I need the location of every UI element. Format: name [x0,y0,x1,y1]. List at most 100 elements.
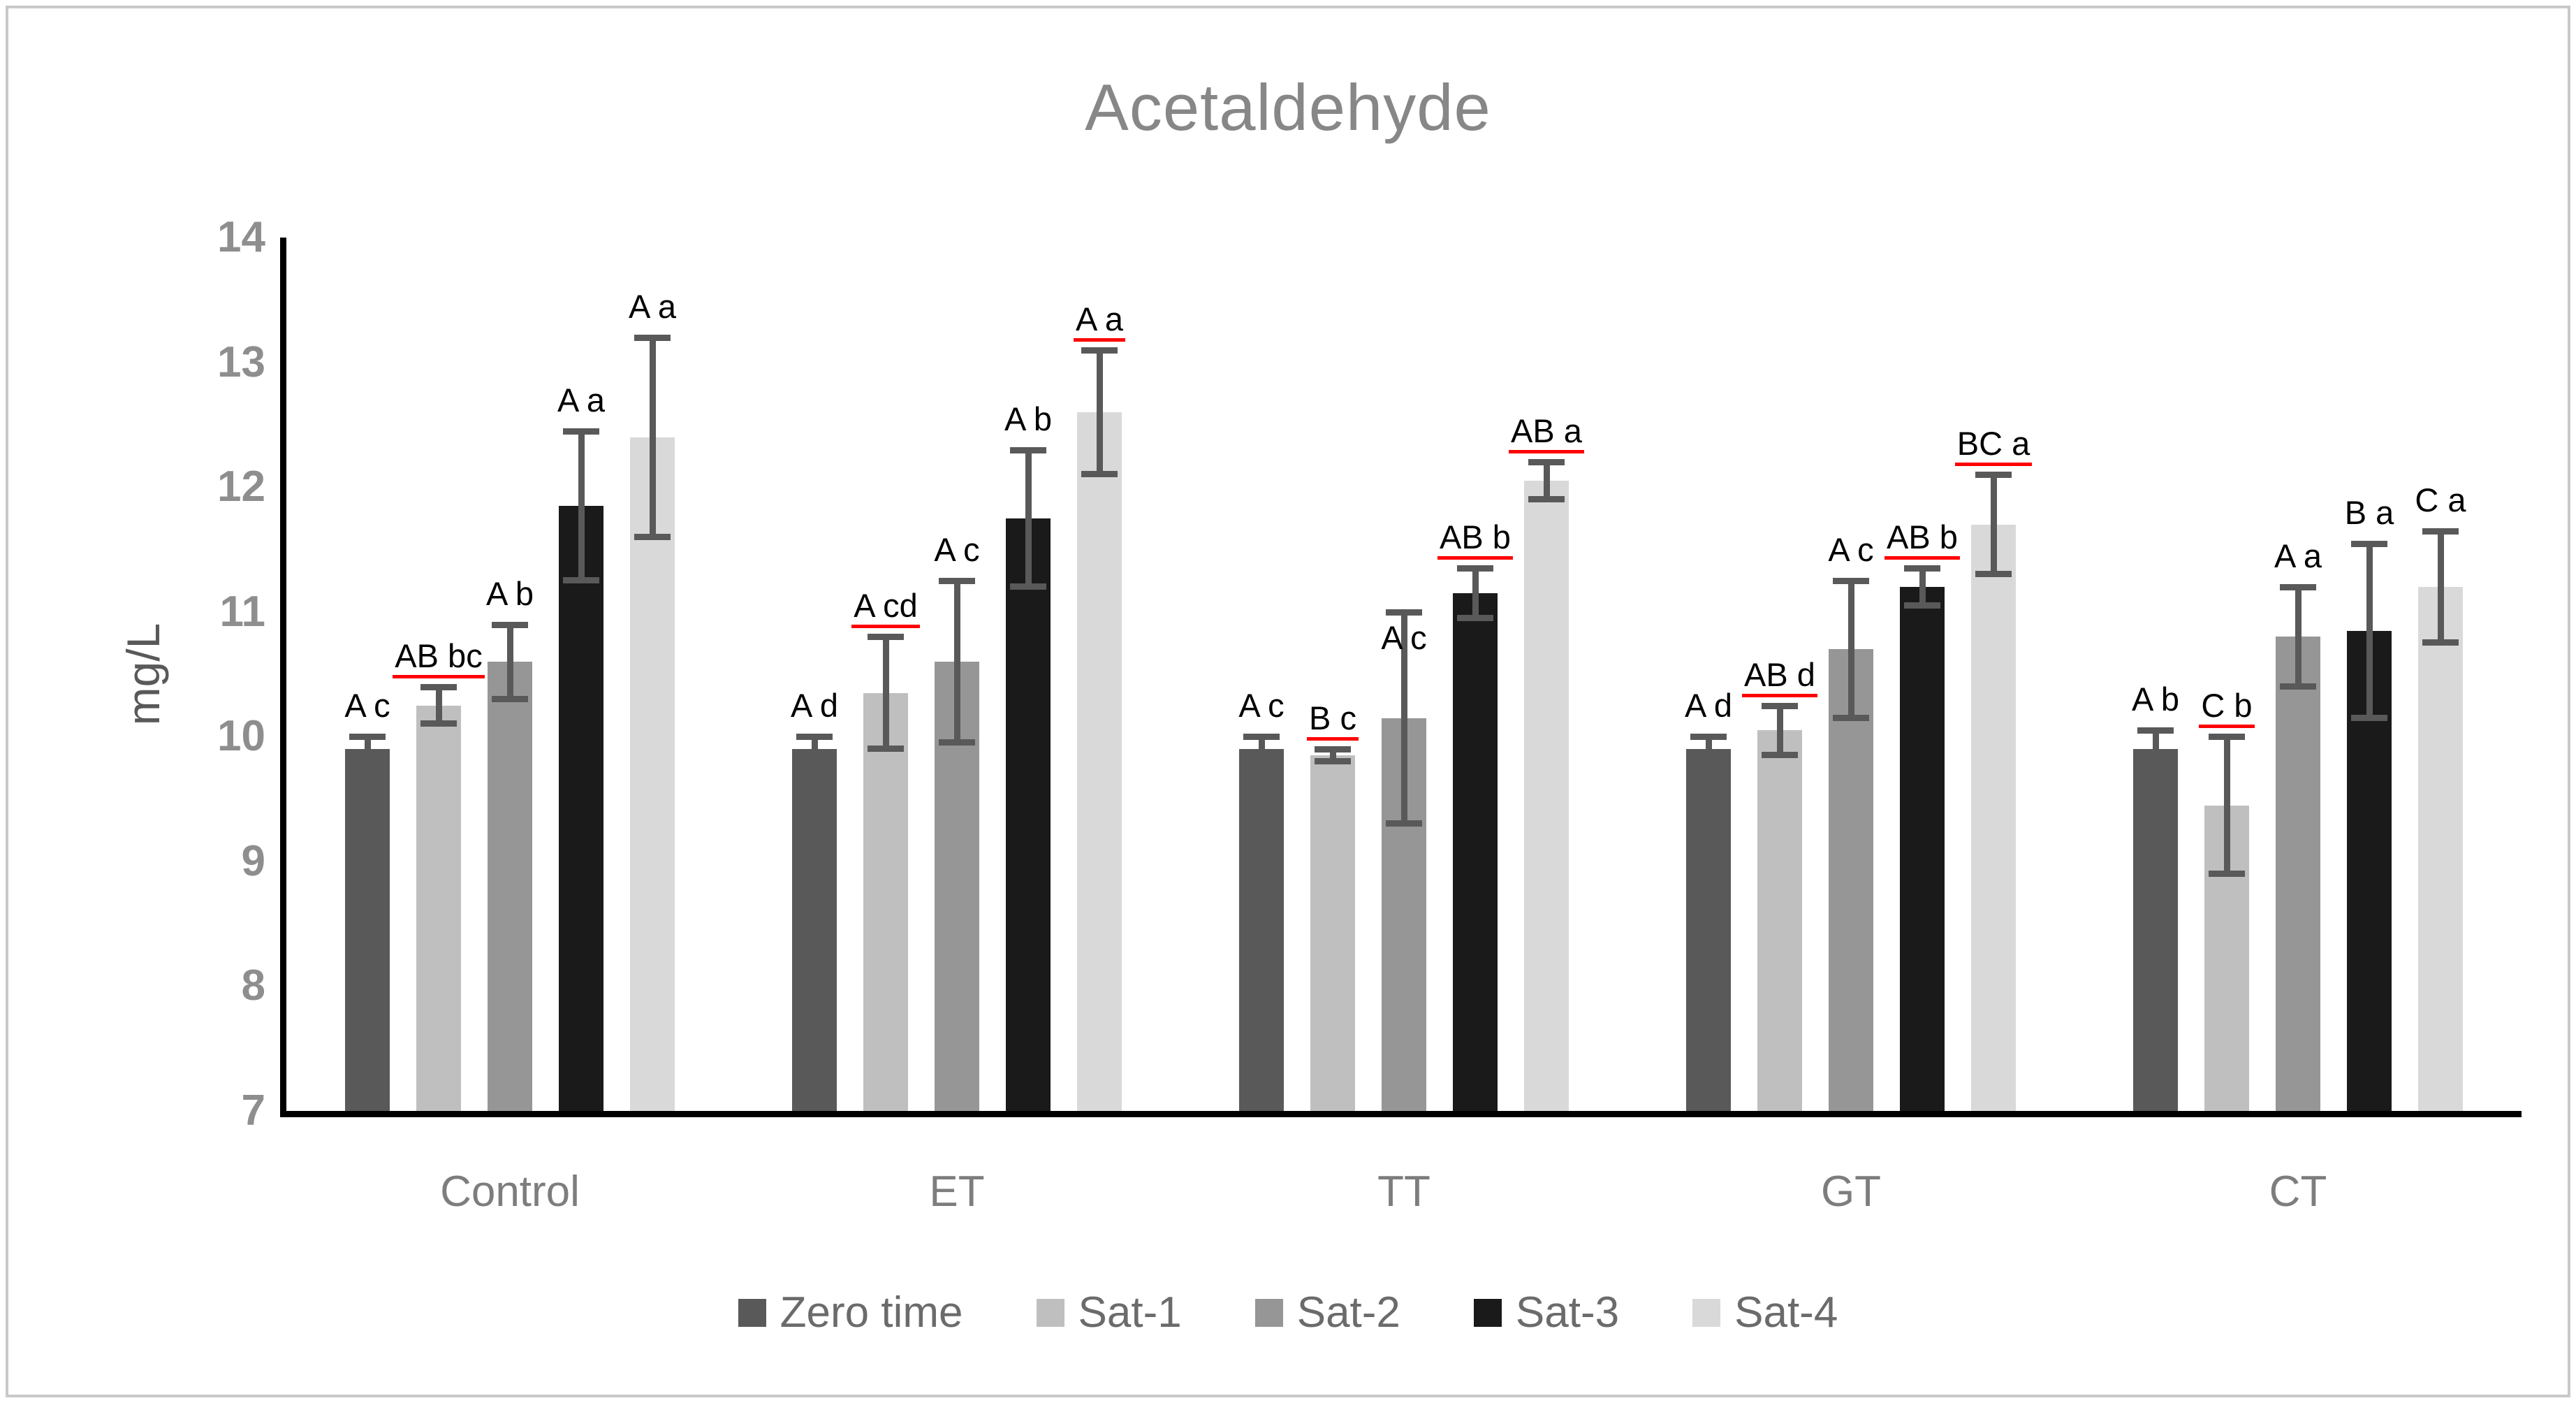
bar [1971,524,2016,1111]
error-bar-line [2153,730,2159,768]
significance-label-text: AB b [1437,518,1513,560]
bar [1239,749,1284,1111]
error-bar-cap-top [939,578,975,585]
x-category-label: Control [440,1168,580,1216]
error-bar-line [578,430,585,581]
error-bar-line [507,624,513,699]
error-bar-line [436,686,442,725]
chart-frame [6,6,2570,1397]
error-bar-cap-bottom [2280,683,2316,690]
legend-item: Sat-4 [1692,1291,1838,1335]
legend-item: Sat-3 [1473,1288,1620,1337]
error-bar-cap-top [1528,459,1565,466]
x-category-label: TT [1377,1168,1430,1216]
y-tick-label: 11 [219,587,265,636]
legend-swatch [1254,1299,1283,1327]
legend-swatch [1692,1299,1721,1327]
bar [345,749,390,1111]
significance-label: A c [263,686,472,725]
error-bar-cap-top [2137,727,2174,734]
legend-item: Sat-1 [1036,1291,1182,1335]
error-bar-line [1777,705,1783,756]
error-bar-line [1330,749,1336,762]
legend-label: Sat-3 [1515,1288,1620,1337]
error-bar-cap-top [1010,446,1046,453]
y-tick-label: 8 [241,961,265,1010]
error-bar-cap-bottom [2209,870,2245,877]
error-bar-cap-bottom [1315,758,1351,764]
error-bar-line [365,736,371,762]
error-bar-cap-top [492,621,528,628]
significance-label-text: A d [1685,687,1732,725]
error-bar-line [1991,474,1997,575]
significance-label-text: BC a [1954,425,2033,467]
error-bar-cap-top [1081,347,1118,354]
error-bar-cap-bottom [2137,764,2174,771]
error-bar-line [2295,587,2301,687]
error-bar-cap-bottom [563,577,599,584]
significance-label: A d [710,686,919,725]
error-bar-line [1097,349,1103,475]
bar [1829,649,1873,1111]
error-bar-cap-top [1762,702,1798,709]
error-bar-cap-bottom [420,720,457,727]
y-tick-label: 9 [241,836,265,885]
bar [2133,749,2178,1111]
error-bar-line [1401,611,1407,824]
error-bar-line [1472,568,1479,618]
error-bar-cap-top [1386,609,1422,616]
y-tick-label: 14 [217,213,265,261]
error-bar-cap-bottom [1010,583,1046,590]
significance-label: C a [2336,481,2545,520]
error-bar-cap-top [1904,565,1940,572]
bar [1310,755,1355,1111]
error-bar-cap-bottom [2351,714,2387,721]
legend: Zero time Sat-1 Sat-2 Sat-3 Sat-4 [0,1291,2576,1335]
error-bar-line [812,736,818,762]
significance-label: B a [2264,493,2474,532]
significance-label: AB d [1675,655,1885,697]
error-bar-cap-top [2209,734,2245,741]
bar [863,692,908,1111]
error-bar-cap-bottom [868,746,904,753]
bar [559,505,603,1111]
error-bar-cap-top [349,734,386,741]
error-bar-line [1706,736,1712,762]
legend-swatch [738,1299,766,1327]
x-category-label: CT [2269,1168,2327,1216]
error-bar-cap-bottom [1762,752,1798,759]
bar [2276,637,2320,1111]
error-bar-line [1259,736,1265,762]
error-bar-cap-top [420,683,457,690]
error-bar-cap-top [1975,472,2012,479]
error-bar-line [883,637,889,750]
significance-label: AB a [1442,412,1651,454]
significance-label: A a [995,300,1204,342]
error-bar-line [1544,462,1550,500]
significance-label: A a [476,381,686,420]
error-bar-line [650,337,656,537]
error-bar-cap-bottom [1904,602,1940,609]
y-tick-label: 12 [217,463,265,511]
y-axis-line [280,238,286,1117]
significance-label-text: C a [2415,481,2466,518]
significance-label: A d [1604,686,1813,725]
error-bar-cap-bottom [1243,758,1280,764]
significance-label-text: AB d [1742,655,1817,697]
legend-item: Zero time [738,1291,963,1335]
significance-label: A a [548,287,757,326]
significance-label-text: AB b [1885,518,1960,560]
error-bar-cap-top [868,634,904,641]
legend-label: Sat-2 [1296,1288,1400,1337]
bar [488,662,532,1111]
significance-label-text: A a [1074,300,1125,342]
significance-label: A c [1299,618,1509,657]
bar [1453,593,1498,1111]
significance-label-text: A a [2274,537,2322,574]
significance-label: B c [1228,699,1437,741]
significance-label-text: A a [629,287,676,325]
significance-label-text: B a [2344,493,2394,531]
y-tick-label: 10 [217,712,265,761]
legend-swatch [1473,1299,1502,1327]
legend-item: Sat-2 [1254,1288,1400,1337]
